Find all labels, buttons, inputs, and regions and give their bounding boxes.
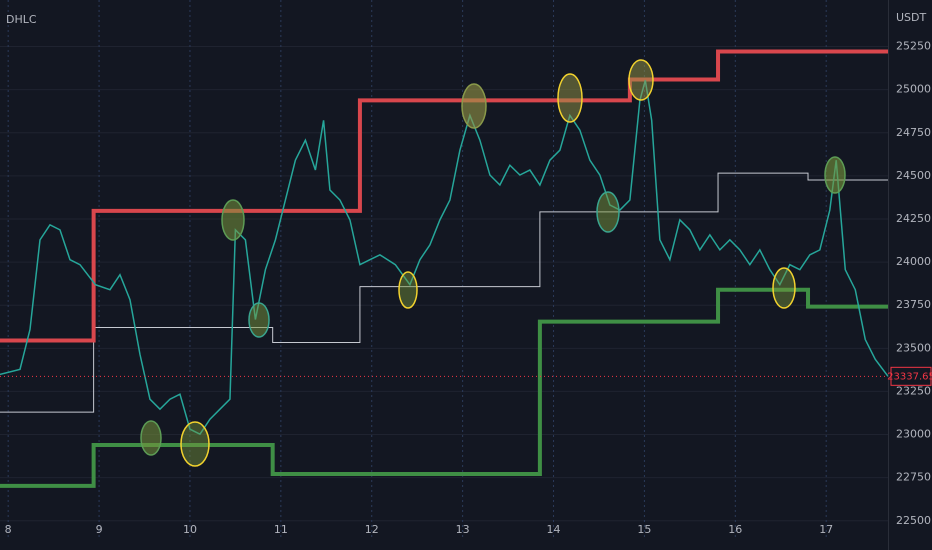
last-price-label: 23337.65 xyxy=(887,371,932,382)
x-tick-label: 14 xyxy=(547,523,561,536)
x-tick-label: 12 xyxy=(365,523,379,536)
marker xyxy=(628,59,654,101)
marker xyxy=(248,302,270,338)
y-tick-label: 22750.00 xyxy=(896,471,932,484)
y-tick-label: 25000.00 xyxy=(896,83,932,96)
marker xyxy=(461,83,487,129)
x-tick-label: 8 xyxy=(5,523,12,536)
series-line xyxy=(0,80,889,436)
y-tick-label: 23500.00 xyxy=(896,341,932,354)
annotations xyxy=(140,59,846,467)
y-tick-label: 23750.00 xyxy=(896,298,932,311)
series-line xyxy=(0,287,888,488)
x-tick-label: 10 xyxy=(183,523,197,536)
series-line xyxy=(0,49,888,343)
y-tick-label: 24750.00 xyxy=(896,126,932,139)
y-tick-label: 23000.00 xyxy=(896,428,932,441)
series-line xyxy=(0,172,888,413)
lines xyxy=(0,49,889,488)
indicator-label: DHLC xyxy=(6,13,37,26)
marker xyxy=(557,73,583,123)
x-tick-label: 9 xyxy=(96,523,103,536)
axes: 22500.00 22750.00 23000.00 23250.00 23500.00… xyxy=(0,40,932,536)
x-tick-label: 13 xyxy=(456,523,470,536)
y-tick-label: 23250.00 xyxy=(896,384,932,397)
marker xyxy=(180,421,210,467)
y-tick-label: 24500.00 xyxy=(896,169,932,182)
marker xyxy=(772,267,796,309)
y-tick-label: 25250.00 xyxy=(896,40,932,53)
marker xyxy=(221,199,245,241)
marker xyxy=(596,191,620,233)
y-tick-label: 24000.00 xyxy=(896,255,932,268)
currency-label: USDT xyxy=(896,11,927,24)
x-tick-label: 17 xyxy=(819,523,833,536)
marker xyxy=(398,271,418,309)
marker xyxy=(824,156,846,194)
y-tick-label: 24250.00 xyxy=(896,212,932,225)
x-tick-label: 15 xyxy=(637,523,651,536)
last-price-box xyxy=(890,366,932,386)
x-tick-label: 11 xyxy=(274,523,288,536)
y-tick-label: 22500.00 xyxy=(896,514,932,527)
marker xyxy=(140,420,162,456)
x-tick-label: 16 xyxy=(728,523,742,536)
